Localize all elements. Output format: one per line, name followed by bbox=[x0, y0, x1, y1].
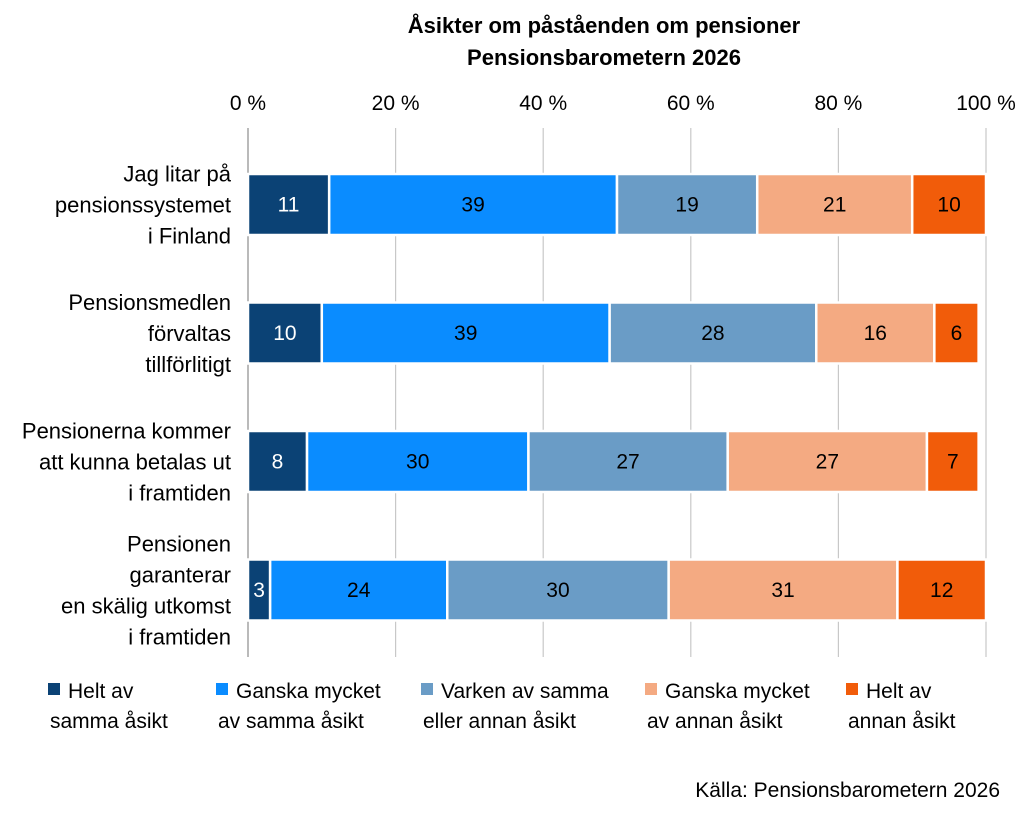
data-label: 30 bbox=[546, 579, 569, 602]
x-tick-label: 20 % bbox=[372, 92, 420, 115]
data-label: 39 bbox=[461, 194, 484, 217]
bar-segment bbox=[320, 301, 611, 365]
category-labels: Jag litar på pensionssystemet i Finland Pen… bbox=[22, 162, 232, 650]
legend-swatch bbox=[421, 683, 433, 695]
bar-segment bbox=[246, 172, 331, 237]
data-label: 27 bbox=[816, 451, 839, 474]
bar-segment bbox=[755, 172, 914, 237]
data-label: 10 bbox=[273, 322, 296, 345]
legend-label: Varken av samma eller annan åsikt bbox=[423, 680, 609, 733]
bars: 11 39 19 21 10 10 39 28 16 6 8 30 27 27 7 3 24 30 31 12 bbox=[246, 172, 988, 622]
data-label: 12 bbox=[930, 579, 953, 602]
bar-segment bbox=[815, 301, 936, 365]
category-label: Pensionsmedlen förvaltas tillförlitigt bbox=[68, 290, 231, 377]
x-axis-ticks: 0 % 20 % 40 % 60 % 80 % 100 % bbox=[230, 92, 1016, 115]
x-tick-label: 60 % bbox=[667, 92, 715, 115]
category-label: Pensionen garanterar en skälig utkomst i fr… bbox=[61, 532, 231, 650]
category-label: Pensionerna kommer att kunna betalas ut i … bbox=[22, 419, 231, 506]
bar-segment bbox=[896, 558, 988, 622]
legend-swatch bbox=[216, 683, 228, 695]
data-label: 16 bbox=[864, 322, 887, 345]
category-label: Jag litar på pensionssystemet i Finland bbox=[55, 162, 232, 249]
data-label: 21 bbox=[823, 194, 846, 217]
data-label: 19 bbox=[675, 194, 698, 217]
source-note: Källa: Pensionsbarometern 2026 bbox=[695, 779, 1000, 802]
bar-segment bbox=[268, 558, 449, 622]
chart-title: Åsikter om påståenden om pensioner bbox=[408, 12, 801, 38]
chart-subtitle: Pensionsbarometern 2026 bbox=[467, 45, 741, 70]
legend-label: Ganska mycket av samma åsikt bbox=[218, 680, 381, 733]
legend-swatch bbox=[645, 683, 657, 695]
data-label: 30 bbox=[406, 451, 429, 474]
legend-swatch bbox=[846, 683, 858, 695]
data-label: 24 bbox=[347, 579, 371, 602]
bar-segment bbox=[246, 301, 324, 365]
data-label: 39 bbox=[454, 322, 477, 345]
legend-label: Helt av samma åsikt bbox=[50, 680, 168, 733]
bar-segment bbox=[925, 429, 980, 494]
x-tick-label: 100 % bbox=[956, 92, 1016, 115]
bar-segment bbox=[910, 172, 988, 237]
bar-segment bbox=[667, 558, 899, 622]
bar-segment bbox=[608, 301, 818, 365]
legend-label: Ganska mycket av annan åsikt bbox=[647, 680, 810, 733]
bar-segment bbox=[446, 558, 670, 622]
data-label: 10 bbox=[937, 194, 960, 217]
data-label: 8 bbox=[272, 451, 284, 474]
data-label: 28 bbox=[701, 322, 724, 345]
bar-segment bbox=[246, 429, 309, 494]
legend-label: Helt av annan åsikt bbox=[848, 680, 956, 733]
x-tick-label: 0 % bbox=[230, 92, 266, 115]
legend-swatch bbox=[48, 683, 60, 695]
bar-segment bbox=[726, 429, 929, 494]
data-label: 6 bbox=[951, 322, 963, 345]
data-label: 7 bbox=[947, 451, 959, 474]
legend: Helt av samma åsikt Ganska mycket av samma … bbox=[48, 680, 956, 733]
x-tick-label: 40 % bbox=[519, 92, 567, 115]
data-label: 27 bbox=[616, 451, 639, 474]
data-label: 11 bbox=[278, 194, 300, 217]
bar-segment bbox=[527, 429, 729, 494]
bar-segment bbox=[305, 429, 530, 494]
data-label: 3 bbox=[253, 579, 265, 602]
bar-segment bbox=[933, 301, 980, 365]
x-tick-label: 80 % bbox=[814, 92, 862, 115]
data-label: 31 bbox=[771, 579, 794, 602]
